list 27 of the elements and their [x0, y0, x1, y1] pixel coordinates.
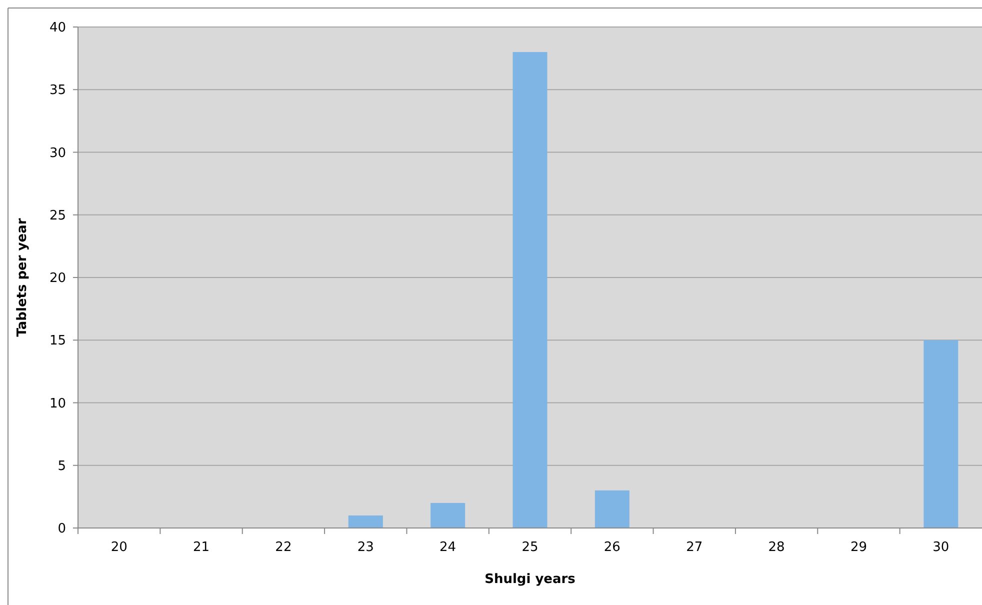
x-axis-title: Shulgi years — [484, 572, 576, 587]
bar — [512, 52, 548, 528]
y-tick-label: 30 — [49, 146, 66, 161]
x-tick-label: 23 — [357, 540, 374, 555]
x-tick-label: 28 — [768, 540, 785, 555]
bar — [430, 502, 466, 528]
x-tick-label: 27 — [686, 540, 703, 555]
y-tick-label: 5 — [58, 458, 66, 474]
y-tick-label: 25 — [49, 208, 66, 224]
x-tick-label: 20 — [110, 540, 128, 555]
bar — [594, 490, 630, 528]
y-tick-label: 40 — [49, 20, 66, 36]
y-tick-label: 0 — [58, 522, 66, 537]
x-tick-label: 21 — [193, 540, 210, 555]
x-tick-label: 24 — [440, 540, 456, 555]
y-tick-label: 35 — [49, 83, 66, 98]
x-tick-label: 25 — [522, 540, 538, 555]
y-axis-title: Tablets per year — [15, 218, 30, 337]
y-tick-label: 10 — [49, 396, 66, 412]
x-tick-label: 29 — [850, 540, 867, 555]
bar — [924, 340, 958, 528]
y-tick-label: 20 — [49, 271, 66, 286]
bar — [348, 515, 383, 528]
x-tick-label: 26 — [604, 540, 620, 555]
x-tick-label: 30 — [932, 540, 950, 555]
y-tick-label: 15 — [49, 334, 66, 349]
x-tick-label: 22 — [275, 540, 292, 555]
